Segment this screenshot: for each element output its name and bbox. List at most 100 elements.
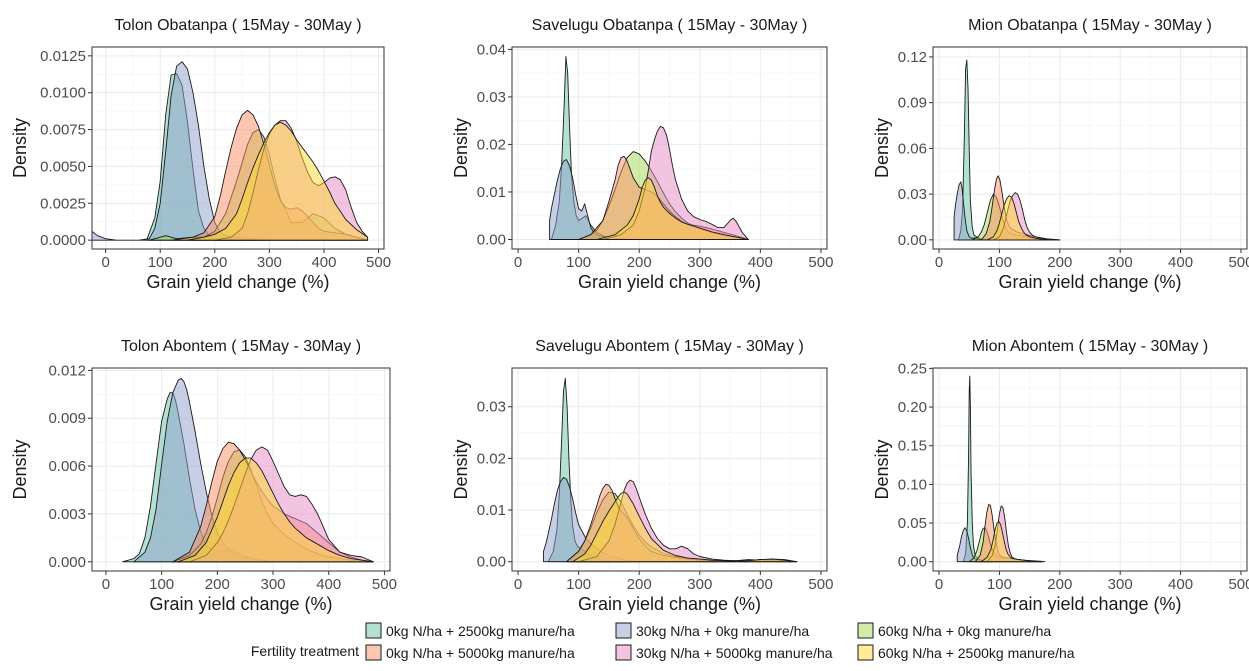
legend-label: 60kg N/ha + 2500kg manure/ha [878, 645, 1075, 661]
legend-swatch [857, 644, 874, 661]
y-tick-label: 0.00 [477, 554, 506, 571]
panel-title: Tolon Abontem ( 15May - 30May ) [121, 338, 361, 355]
panel-title: Savelugu Abontem ( 15May - 30May ) [535, 338, 804, 355]
x-tick-label: 300 [1108, 576, 1133, 593]
y-tick-label: 0.05 [898, 515, 927, 532]
legend: Fertility treatment 0kg N/ha + 2500kg ma… [251, 622, 1075, 661]
density-area-60kg-n-ha-2500kg-manure-ha [177, 457, 374, 563]
y-tick-label: 0.03 [898, 186, 927, 203]
y-tick-label: 0.00 [477, 231, 506, 248]
y-axis-title: Density [872, 439, 892, 499]
y-axis-title: Density [10, 118, 30, 178]
x-tick-label: 200 [1047, 254, 1072, 271]
x-tick-label: 200 [627, 254, 652, 271]
legend-title: Fertility treatment [251, 643, 359, 659]
x-tick-label: 500 [1228, 254, 1249, 271]
x-tick-label: 300 [257, 254, 282, 271]
panel-border [91, 46, 385, 250]
density-panel-4: Tolon Abontem ( 15May - 30May ) 0 100 200 30… [10, 338, 397, 614]
legend-swatch [857, 622, 874, 639]
y-axis-title: Density [451, 118, 471, 178]
x-tick-label: 300 [261, 576, 286, 593]
y-tick-label: 0.006 [48, 458, 86, 475]
density-areas [953, 59, 1061, 241]
legend-label: 0kg N/ha + 2500kg manure/ha [386, 623, 575, 639]
x-tick-label: 300 [1108, 254, 1133, 271]
y-tick-label: 0.012 [48, 362, 86, 379]
y-tick-label: 0.03 [477, 89, 506, 106]
x-axis-title: Grain yield change (%) [149, 594, 332, 614]
x-tick-label: 300 [687, 576, 712, 593]
x-tick-label: 0 [935, 254, 943, 271]
x-tick-label: 200 [205, 576, 230, 593]
y-tick-label: 0.01 [477, 184, 506, 201]
y-axis-title: Density [451, 439, 471, 499]
y-tick-label: 0.12 [898, 49, 927, 66]
legend-swatch [615, 622, 632, 639]
density-area-60kg-n-ha-2500kg-manure-ha [986, 195, 1061, 241]
x-tick-label: 100 [566, 576, 591, 593]
y-tick-label: 0.20 [898, 399, 927, 416]
x-tick-label: 400 [1168, 254, 1193, 271]
panel-title: Mion Obatanpa ( 15May - 30May ) [968, 17, 1212, 34]
density-areas [549, 56, 749, 240]
y-tick-label: 0.009 [48, 410, 86, 427]
density-panel-2: Savelugu Obatanpa ( 15May - 30May ) 0 100 2… [451, 17, 833, 292]
x-axis-title: Grain yield change (%) [146, 272, 329, 292]
legend-item-60kg-n-ha-2500kg-manure-ha: 60kg N/ha + 2500kg manure/ha [857, 644, 1075, 661]
legend-item-0kg-n-ha-2500kg-manure-ha: 0kg N/ha + 2500kg manure/ha [365, 622, 575, 639]
panel-border [932, 367, 1248, 572]
y-tick-label: 0.00 [898, 232, 927, 249]
x-tick-label: 500 [808, 576, 833, 593]
legend-item-30kg-n-ha-0kg-manure-ha: 30kg N/ha + 0kg manure/ha [615, 622, 809, 639]
panel-title: Mion Abontem ( 15May - 30May ) [972, 338, 1209, 355]
x-tick-label: 0 [102, 576, 110, 593]
y-tick-label: 0.000 [48, 554, 86, 571]
density-panel-1: Tolon Obatanpa ( 15May - 30May ) 0 100 200 3… [10, 17, 391, 292]
density-panel-3: Mion Obatanpa ( 15May - 30May ) 0 100 200 30… [872, 17, 1249, 292]
legend-swatch [365, 622, 382, 639]
density-area-60kg-n-ha-2500kg-manure-ha [187, 121, 369, 241]
x-tick-label: 0 [935, 576, 943, 593]
density-areas [122, 377, 374, 563]
x-tick-label: 100 [987, 576, 1012, 593]
y-tick-label: 0.0100 [40, 85, 86, 102]
x-tick-label: 500 [366, 254, 391, 271]
y-tick-label: 0.003 [48, 506, 86, 523]
panel-border [511, 46, 828, 250]
y-tick-label: 0.10 [898, 476, 927, 493]
x-tick-label: 200 [1047, 576, 1072, 593]
y-tick-label: 0.00 [898, 554, 927, 571]
x-tick-label: 500 [372, 576, 397, 593]
density-area-60kg-n-ha-2500kg-manure-ha [596, 177, 749, 240]
y-tick-label: 0.04 [477, 41, 506, 58]
legend-item-0kg-n-ha-5000kg-manure-ha: 0kg N/ha + 5000kg manure/ha [365, 644, 575, 661]
x-axis-title: Grain yield change (%) [578, 594, 761, 614]
density-panel-6: Mion Abontem ( 15May - 30May ) 0 100 200 300… [872, 338, 1249, 614]
x-tick-label: 200 [202, 254, 227, 271]
density-area-60kg-n-ha-2500kg-manure-ha [572, 491, 798, 563]
x-tick-label: 300 [687, 254, 712, 271]
y-tick-label: 0.0050 [40, 158, 86, 175]
panel-border [511, 367, 828, 572]
legend-item-60kg-n-ha-0kg-manure-ha: 60kg N/ha + 0kg manure/ha [857, 622, 1051, 639]
y-tick-label: 0.15 [898, 438, 927, 455]
density-areas [956, 375, 1046, 563]
legend-label: 0kg N/ha + 5000kg manure/ha [386, 645, 575, 661]
x-tick-label: 500 [808, 254, 833, 271]
panel-title: Savelugu Obatanpa ( 15May - 30May ) [532, 17, 808, 34]
x-axis-title: Grain yield change (%) [998, 272, 1181, 292]
density-area-60kg-n-ha-2500kg-manure-ha [980, 521, 1043, 563]
x-tick-label: 400 [316, 576, 341, 593]
y-axis-title: Density [872, 118, 892, 178]
y-tick-label: 0.0075 [40, 122, 86, 139]
legend-swatch [615, 644, 632, 661]
x-tick-label: 400 [311, 254, 336, 271]
y-tick-label: 0.0025 [40, 195, 86, 212]
x-tick-label: 500 [1228, 576, 1249, 593]
density-areas [543, 377, 798, 563]
grid [933, 367, 1247, 571]
legend-label: 30kg N/ha + 0kg manure/ha [636, 623, 809, 639]
x-tick-label: 100 [566, 254, 591, 271]
